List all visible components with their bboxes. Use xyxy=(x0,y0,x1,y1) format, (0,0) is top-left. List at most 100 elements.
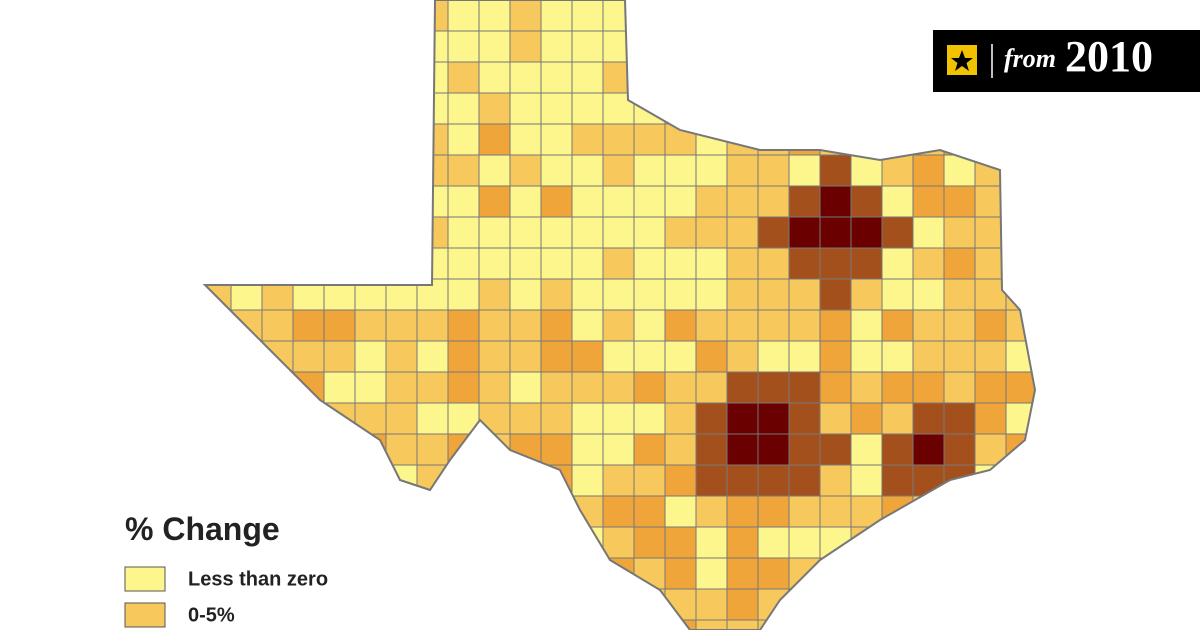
county xyxy=(261,0,294,32)
county xyxy=(540,526,573,559)
county xyxy=(571,123,604,156)
county xyxy=(354,371,387,404)
county xyxy=(881,216,914,249)
county xyxy=(974,526,1007,559)
county xyxy=(757,526,790,559)
county xyxy=(757,154,790,187)
county xyxy=(205,402,232,435)
county xyxy=(602,309,635,342)
county xyxy=(943,247,976,280)
county xyxy=(633,278,666,311)
county xyxy=(664,495,697,528)
county xyxy=(416,92,449,125)
county xyxy=(1037,217,1068,248)
county xyxy=(602,61,635,94)
county xyxy=(571,30,604,63)
county xyxy=(323,61,356,94)
county xyxy=(757,61,790,94)
county xyxy=(664,340,697,373)
county xyxy=(602,619,635,630)
county xyxy=(205,247,232,280)
county xyxy=(1005,464,1035,497)
badge-background xyxy=(933,30,1200,92)
county xyxy=(943,309,976,342)
county xyxy=(261,619,294,630)
county xyxy=(416,309,449,342)
county xyxy=(633,123,666,156)
county xyxy=(602,216,635,249)
county xyxy=(354,92,387,125)
county xyxy=(509,495,542,528)
county xyxy=(261,61,294,94)
county xyxy=(695,185,728,218)
county xyxy=(385,154,418,187)
county xyxy=(695,92,728,125)
county xyxy=(571,309,604,342)
county xyxy=(478,464,511,497)
county xyxy=(633,30,666,63)
legend-label: Less than zero xyxy=(188,568,328,590)
county xyxy=(354,278,387,311)
county xyxy=(354,61,387,94)
county xyxy=(478,309,511,342)
county xyxy=(540,371,573,404)
county xyxy=(478,92,511,125)
county xyxy=(912,340,945,373)
county xyxy=(385,123,418,156)
county xyxy=(1005,92,1035,125)
county xyxy=(571,154,604,187)
county xyxy=(788,185,821,218)
county xyxy=(664,433,697,466)
county xyxy=(695,30,728,63)
county xyxy=(509,588,542,621)
county xyxy=(1005,185,1035,218)
county xyxy=(850,0,883,32)
county xyxy=(757,557,790,590)
county xyxy=(478,154,511,187)
county xyxy=(726,61,759,94)
county xyxy=(664,402,697,435)
county xyxy=(633,402,666,435)
county xyxy=(788,216,821,249)
legend: Less than zero 0-5% xyxy=(124,566,328,628)
county xyxy=(943,433,976,466)
county xyxy=(205,92,232,125)
county xyxy=(850,30,883,63)
county xyxy=(354,340,387,373)
county xyxy=(447,185,480,218)
county xyxy=(354,464,387,497)
county xyxy=(292,154,325,187)
county xyxy=(726,216,759,249)
county xyxy=(850,340,883,373)
county xyxy=(788,495,821,528)
badge-prefix: from xyxy=(1004,44,1056,73)
county xyxy=(695,557,728,590)
county xyxy=(261,154,294,187)
county xyxy=(757,30,790,63)
county xyxy=(974,309,1007,342)
county xyxy=(881,278,914,311)
county xyxy=(788,0,821,32)
county xyxy=(447,61,480,94)
county xyxy=(540,619,573,630)
county xyxy=(509,92,542,125)
county xyxy=(695,495,728,528)
county xyxy=(354,30,387,63)
county xyxy=(819,433,852,466)
county xyxy=(478,247,511,280)
county xyxy=(509,154,542,187)
county xyxy=(292,30,325,63)
county xyxy=(664,278,697,311)
county xyxy=(850,185,883,218)
county xyxy=(571,92,604,125)
county xyxy=(912,402,945,435)
county xyxy=(323,588,356,621)
county xyxy=(230,619,263,630)
county xyxy=(633,464,666,497)
county xyxy=(757,495,790,528)
county xyxy=(602,495,635,528)
county xyxy=(292,185,325,218)
county xyxy=(292,216,325,249)
county xyxy=(664,123,697,156)
county xyxy=(385,247,418,280)
